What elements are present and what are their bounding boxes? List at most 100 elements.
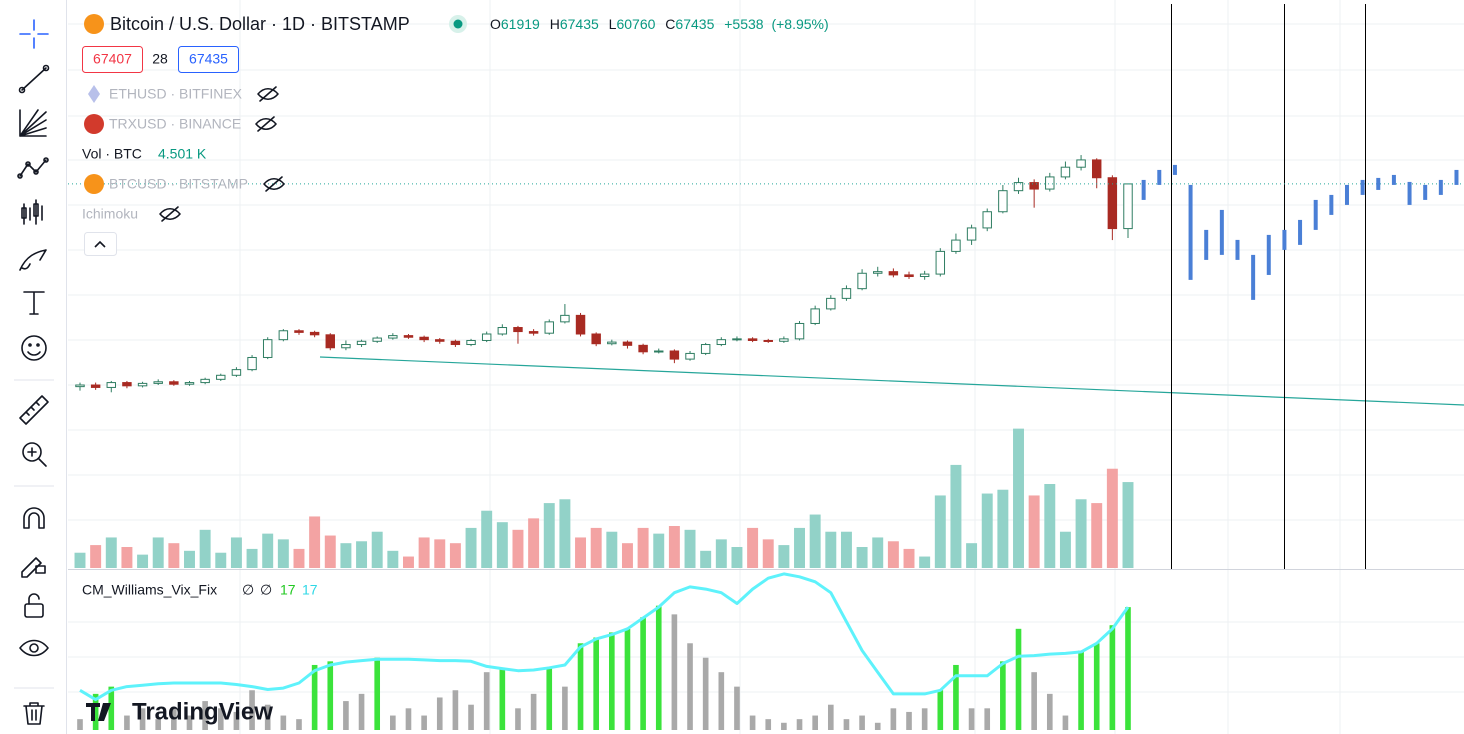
projection-bar: [1344, 184, 1349, 205]
change-percent: (+8.95%): [771, 16, 828, 32]
candle-body: [1091, 159, 1102, 179]
candle-body: [669, 350, 680, 360]
lock-tool[interactable]: [24, 593, 44, 618]
projection-bar: [1407, 181, 1412, 205]
indicator-name[interactable]: CM_Williams_Vix_Fix: [82, 582, 217, 598]
candle-body: [732, 338, 742, 341]
overlay-legend[interactable]: BTCUSD · BITSTAMP: [109, 176, 248, 192]
volume-value: 4.501 K: [158, 146, 207, 162]
candle-body: [122, 382, 132, 387]
hidden-icons[interactable]: [159, 86, 285, 222]
candle-body: [982, 211, 992, 229]
candle-body: [1060, 166, 1071, 178]
emoji-tool[interactable]: [21, 335, 47, 361]
vix-bar: [1109, 625, 1116, 730]
volume-bar: [966, 543, 978, 568]
candle-body: [200, 378, 210, 384]
overlay-legend[interactable]: TRXUSD · BINANCE: [109, 116, 241, 132]
volume-bar: [1028, 495, 1040, 568]
zoom-tool[interactable]: [22, 442, 47, 467]
toolbar: [0, 0, 67, 734]
volume-bar: [403, 556, 414, 568]
vix-bar: [921, 708, 928, 730]
vix-bar: [781, 722, 787, 730]
candle-body: [951, 239, 961, 252]
delete-tool[interactable]: [23, 702, 45, 725]
volume-bar: [1122, 482, 1134, 568]
candle-body: [278, 330, 289, 341]
vix-bar: [765, 719, 772, 730]
overlay-legend[interactable]: ETHUSD · BITFINEX: [109, 86, 243, 102]
volume-bar: [715, 539, 727, 568]
candle-body: [888, 271, 899, 276]
candle-body: [388, 335, 398, 339]
vix-bar: [812, 715, 818, 730]
volume-bar: [496, 522, 508, 568]
vix-bar: [702, 657, 709, 730]
sell-button[interactable]: [82, 46, 143, 73]
text-tool[interactable]: [23, 291, 45, 315]
lock-draw-tool[interactable]: [21, 557, 46, 578]
candle-body: [528, 331, 539, 334]
vix-bar: [906, 711, 912, 730]
vix-bar: [953, 664, 959, 730]
volume-legend[interactable]: Vol · BTC: [82, 146, 142, 162]
symbol-title[interactable]: Bitcoin / U.S. Dollar · 1D · BITSTAMP: [110, 14, 410, 34]
collapse-legend-button[interactable]: [84, 232, 117, 256]
vix-bar: [358, 693, 365, 730]
volume-bar: [840, 531, 852, 568]
buy-price[interactable]: 67435: [189, 51, 228, 67]
spread: 28: [152, 51, 168, 67]
candle-body: [560, 314, 570, 323]
vix-bar: [874, 722, 881, 730]
vix-bar: [249, 690, 255, 730]
candle-body: [591, 333, 601, 345]
vix-bar: [734, 686, 740, 730]
branding[interactable]: TradingView: [132, 698, 273, 725]
sell-price[interactable]: 67407: [93, 51, 132, 67]
hide-tool[interactable]: [19, 639, 49, 657]
volume-bar: [950, 464, 962, 568]
buy-button[interactable]: [178, 46, 239, 73]
candle-body: [1076, 159, 1086, 168]
forecast-tool[interactable]: [21, 199, 43, 225]
vix-bar: [186, 715, 193, 730]
trend-line-drawing[interactable]: [319, 356, 1464, 406]
candle-body: [747, 338, 758, 341]
pattern-tool[interactable]: [17, 157, 49, 179]
candle-body: [325, 334, 335, 349]
candle-body: [607, 341, 617, 345]
candle-body: [216, 374, 226, 380]
projection-bar: [1298, 219, 1303, 245]
vix-bar: [749, 715, 756, 730]
candle-body: [497, 327, 508, 335]
magnet-tool[interactable]: [23, 507, 45, 529]
vix-bar: [343, 701, 349, 730]
vix-bar: [327, 661, 334, 730]
candle-body: [372, 337, 382, 342]
candle-body: [873, 271, 883, 274]
candle-body: [810, 308, 820, 324]
vix-line: [79, 572, 1130, 702]
indicator-value: 17: [280, 582, 296, 598]
vix-bar: [405, 708, 412, 730]
vix-bar: [1062, 715, 1069, 730]
ruler-tool[interactable]: [19, 395, 49, 425]
brush-tool[interactable]: [19, 249, 47, 271]
volume-bar: [543, 503, 555, 568]
projection-bar: [1141, 179, 1146, 200]
vix-bar: [609, 632, 615, 730]
trendline-tool[interactable]: [18, 64, 50, 94]
volume-bar: [371, 531, 383, 568]
indicator-legend[interactable]: Ichimoku: [82, 206, 138, 222]
vix-bar: [421, 715, 427, 730]
fib-tool[interactable]: [19, 109, 47, 137]
candle-body: [106, 382, 117, 388]
volume-bar: [668, 526, 680, 568]
crosshair-tool[interactable]: [19, 19, 49, 49]
candle-body: [90, 384, 101, 388]
candle-body: [1045, 176, 1055, 190]
projection-bar: [1219, 209, 1224, 255]
volume-bar: [387, 550, 399, 568]
